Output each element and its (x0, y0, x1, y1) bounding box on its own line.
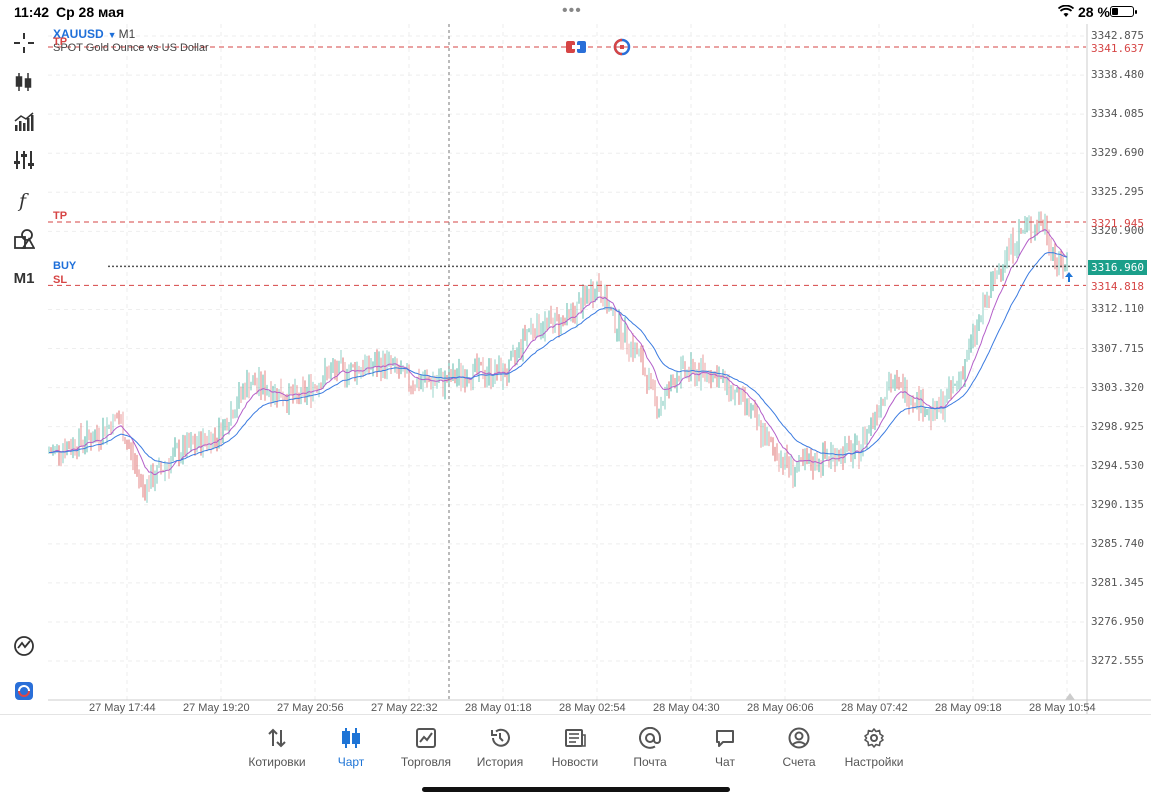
time-axis-label: 28 May 02:54 (559, 702, 626, 714)
time-axis-label: 27 May 19:20 (183, 702, 250, 714)
tab-mail[interactable]: Почта (610, 727, 690, 771)
current-price-tag: 3316.960 (1088, 260, 1147, 275)
price-axis-label: 3342.875 (1091, 29, 1144, 42)
settings-sliders-icon[interactable] (10, 146, 38, 174)
time-axis-label: 28 May 07:42 (841, 702, 908, 714)
svg-text:f: f (17, 190, 29, 211)
chart-toolbar: f M1 (0, 24, 48, 714)
depth-of-market-icon[interactable] (613, 38, 631, 56)
price-chart[interactable]: XAUUSD ▼ M1 SPOT Gold Ounce vs US Dollar T… (48, 24, 1151, 714)
tp2-price-tag: 3321.945 (1091, 217, 1144, 230)
price-axis-label: 3298.925 (1091, 419, 1144, 433)
time-axis-label: 28 May 06:06 (747, 702, 814, 714)
time-axis-label: 27 May 20:56 (277, 702, 344, 714)
price-axis-label: 3320.900 (1091, 224, 1144, 238)
tab-label: Счета (782, 755, 816, 769)
status-bar: 11:42 Ср 28 мая ••• 28 % (0, 0, 1151, 24)
tab-news[interactable]: Новости (535, 727, 615, 771)
indicators-icon[interactable] (10, 108, 38, 136)
status-date: Ср 28 мая (56, 4, 125, 20)
tab-settings[interactable]: Настройки (834, 727, 914, 771)
tab-chat[interactable]: Чат (685, 727, 765, 771)
timeframe-text: M1 (118, 27, 136, 41)
level-label-tp2: TP (53, 210, 68, 222)
price-axis-label: 3290.135 (1091, 497, 1144, 511)
price-axis-label: 3272.555 (1091, 654, 1144, 667)
history-icon (491, 728, 510, 747)
function-icon[interactable]: f (10, 186, 38, 214)
symbol-description: SPOT Gold Ounce vs US Dollar (53, 42, 209, 54)
tab-trade[interactable]: Торговля (386, 727, 466, 771)
price-axis-label: 3294.530 (1091, 458, 1144, 472)
tab-label: Настройки (844, 755, 904, 769)
home-indicator[interactable] (422, 787, 730, 792)
wifi-icon (1058, 5, 1074, 17)
tab-chart[interactable]: Чарт (311, 727, 391, 771)
level-label-sl: SL (53, 274, 68, 286)
settings-icon (864, 728, 884, 748)
moving-average-slow (49, 251, 1068, 464)
bottom-tab-bar: Котировки Чарт Торговля История Новости … (0, 714, 1151, 801)
tab-label: Торговля (400, 755, 452, 769)
price-axis-label: 3285.740 (1091, 536, 1144, 550)
news-icon (565, 729, 586, 747)
chart-canvas[interactable] (48, 24, 1151, 714)
price-axis-label: 3325.295 (1091, 185, 1144, 199)
buy-arrow-icon (1065, 272, 1073, 282)
tab-label: Почта (633, 755, 667, 769)
moving-average-fast (49, 228, 1068, 476)
tab-label: Котировки (248, 755, 306, 769)
time-axis-label: 28 May 04:30 (653, 702, 720, 714)
price-axis-label: 3334.085 (1091, 107, 1144, 121)
tab-accounts[interactable]: Счета (759, 727, 839, 771)
chart-analysis-icon[interactable] (10, 632, 38, 660)
scroll-end-icon (1065, 693, 1075, 700)
status-time: 11:42 (14, 4, 50, 20)
quotes-icon (268, 728, 286, 748)
price-axis-label: 3303.320 (1091, 380, 1144, 394)
multitasking-dots-icon[interactable]: ••• (562, 2, 582, 19)
tp1-price-tag: 3341.637 (1091, 42, 1144, 55)
chat-icon (716, 730, 734, 747)
tab-label: Новости (551, 755, 599, 769)
time-axis-label: 27 May 22:32 (371, 702, 438, 714)
chevron-down-icon: ▼ (107, 30, 117, 40)
app-logo-icon[interactable] (10, 677, 38, 705)
level-label-tp1: TP (53, 36, 68, 48)
one-click-trading-icon[interactable] (566, 39, 586, 55)
time-axis-label: 28 May 10:54 (1029, 702, 1096, 714)
sl-price-tag: 3314.818 (1091, 280, 1144, 293)
tab-label: Чарт (337, 755, 365, 769)
symbol-name: XAUUSD (53, 27, 104, 41)
battery-icon (1110, 6, 1137, 17)
tab-label: Чат (715, 755, 735, 769)
timeframe-label: M1 (13, 269, 35, 287)
tab-history[interactable]: История (460, 727, 540, 771)
time-axis-label: 28 May 01:18 (465, 702, 532, 714)
candlestick-icon[interactable] (10, 68, 38, 96)
accounts-icon (788, 727, 810, 749)
crosshair-icon[interactable] (10, 29, 38, 57)
time-axis-label: 27 May 17:44 (89, 702, 156, 714)
price-axis-label: 3312.110 (1091, 302, 1144, 316)
price-axis-label: 3281.345 (1091, 575, 1144, 589)
price-axis-label: 3307.715 (1091, 341, 1144, 355)
mail-icon (639, 727, 661, 749)
tab-label: История (476, 755, 524, 769)
time-axis-label: 28 May 09:18 (935, 702, 1002, 714)
symbol-label[interactable]: XAUUSD ▼ M1 (53, 27, 135, 41)
trade-icon (416, 728, 436, 748)
timeframe-button[interactable]: M1 (10, 264, 38, 292)
tab-quotes[interactable]: Котировки (237, 727, 317, 771)
price-axis-label: 3338.480 (1091, 68, 1144, 82)
objects-icon[interactable] (10, 225, 38, 253)
price-axis-label: 3329.690 (1091, 146, 1144, 160)
chart-icon (342, 728, 360, 748)
level-label-buy: BUY (53, 260, 77, 272)
battery-percent: 28 % (1078, 4, 1110, 20)
price-axis-label: 3276.950 (1091, 614, 1144, 628)
